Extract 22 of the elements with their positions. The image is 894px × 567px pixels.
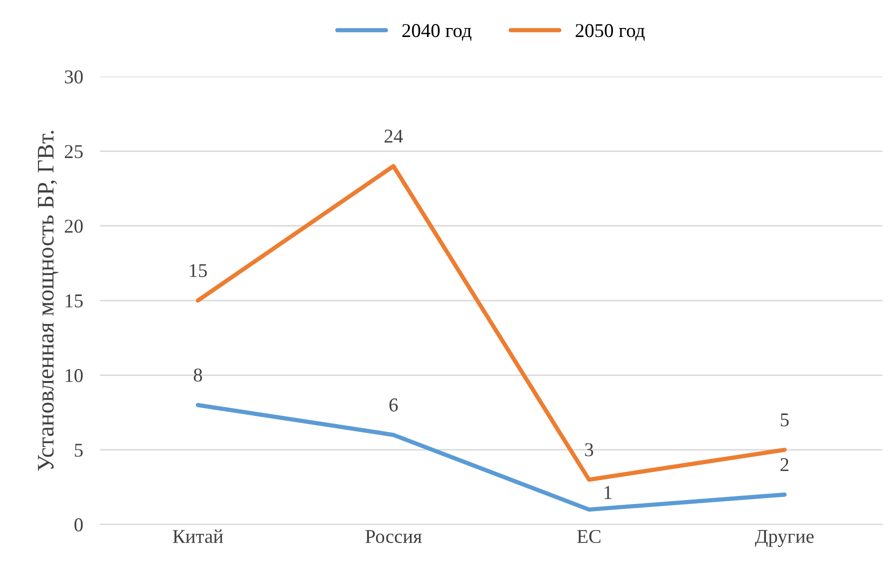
legend-label: 2050 год [576, 24, 645, 41]
data-label: 6 [389, 398, 398, 412]
y-tick-label: 25 [64, 145, 83, 158]
data-label: 24 [384, 130, 403, 143]
legend-label: 2040 год [402, 24, 472, 41]
x-tick-label: Другие [755, 530, 814, 547]
x-tick-label: Россия [365, 530, 422, 544]
y-tick-label: 30 [64, 70, 83, 84]
data-label: 5 [780, 414, 789, 426]
data-label: 2 [780, 458, 788, 472]
y-tick-label: 5 [74, 444, 83, 457]
y-tick-label: 20 [64, 220, 83, 233]
y-tick-label: 0 [74, 518, 83, 532]
x-tick-label: ЕС [577, 530, 600, 544]
data-label: 3 [585, 443, 594, 456]
data-label: 15 [190, 264, 207, 278]
y-tick-label: 15 [66, 294, 83, 308]
x-tick-label: Китай [172, 530, 224, 544]
y-tick-label: 10 [66, 368, 83, 382]
data-label: 1 [604, 486, 612, 499]
data-label: 8 [194, 368, 202, 382]
y-axis-title: Установленная мощность БР, ГВт. [38, 130, 58, 471]
